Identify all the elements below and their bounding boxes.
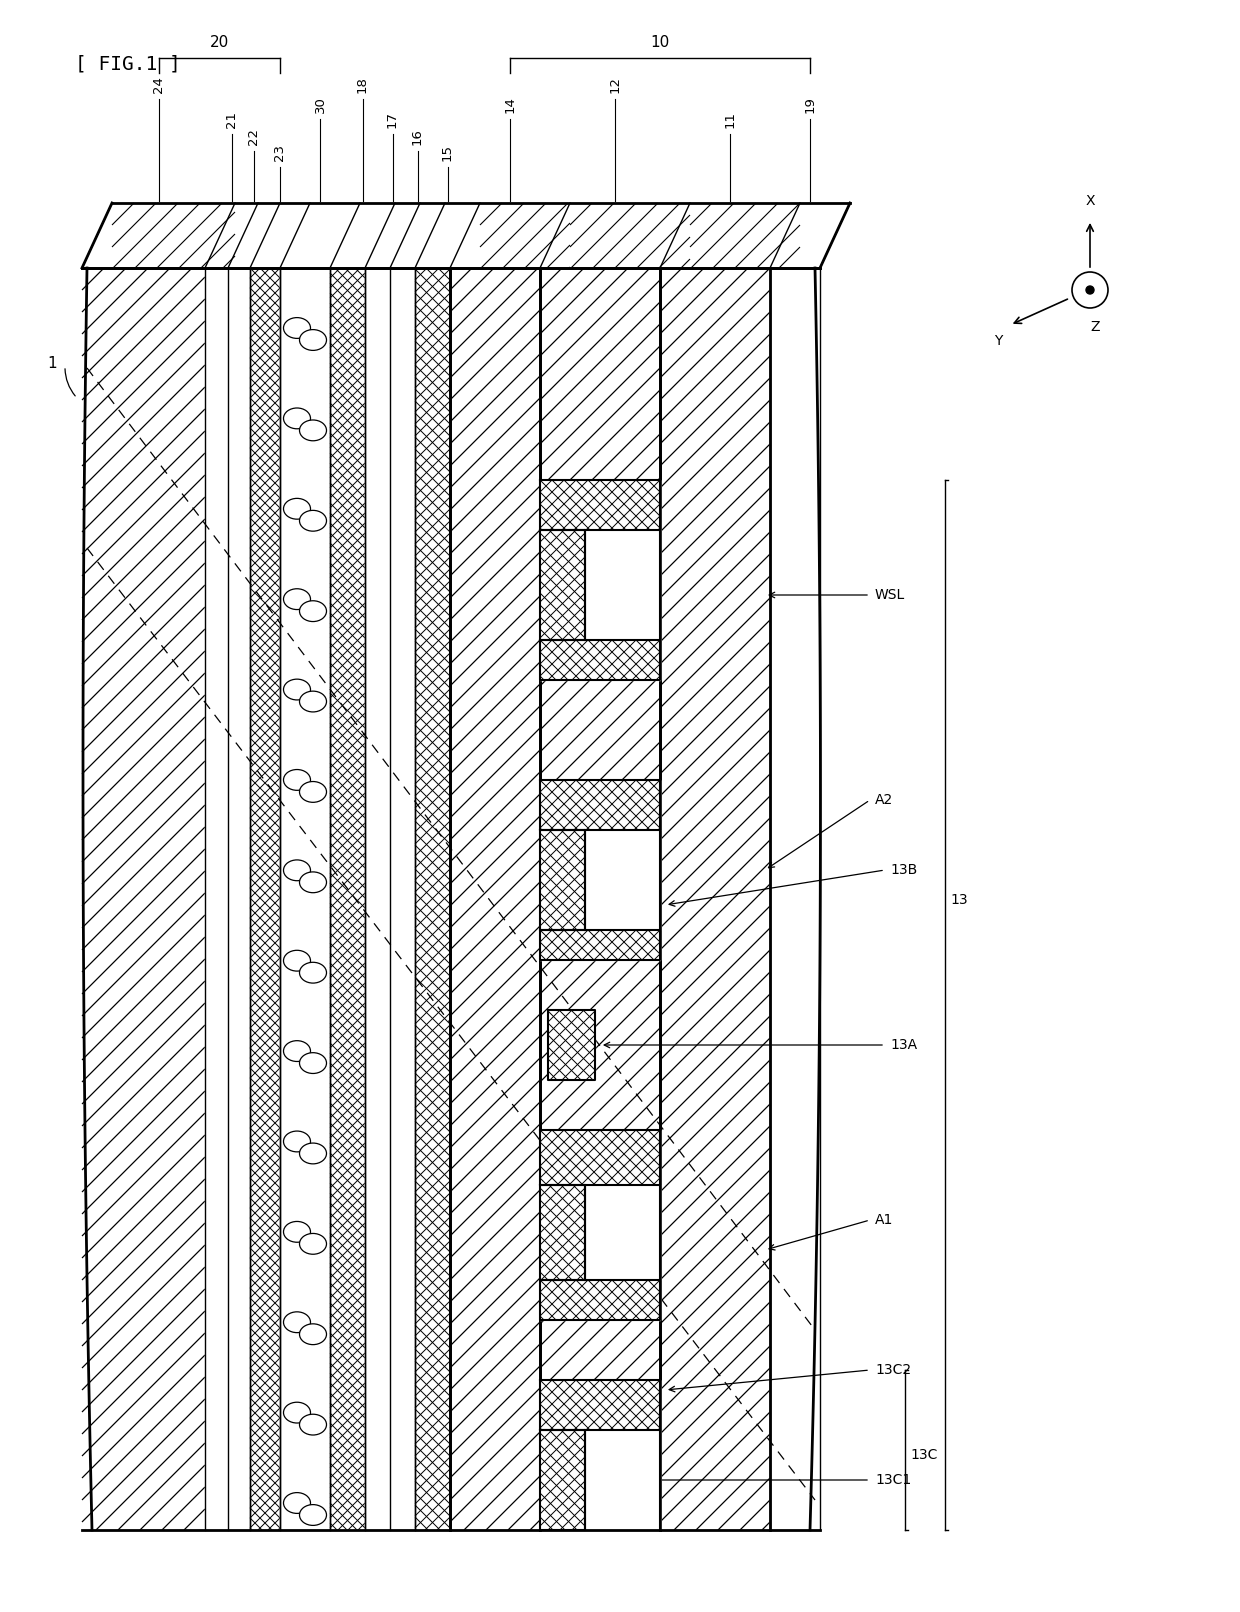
Polygon shape: [539, 1185, 585, 1280]
Text: 11: 11: [723, 111, 737, 127]
Polygon shape: [82, 203, 849, 268]
Ellipse shape: [300, 692, 326, 713]
Polygon shape: [415, 268, 450, 1530]
Ellipse shape: [284, 318, 310, 339]
Ellipse shape: [284, 1312, 310, 1333]
Text: 17: 17: [386, 111, 399, 127]
Circle shape: [1086, 285, 1094, 293]
Text: 13C2: 13C2: [875, 1364, 911, 1377]
Ellipse shape: [284, 1041, 310, 1061]
Ellipse shape: [300, 1323, 326, 1344]
Text: 13A: 13A: [890, 1038, 918, 1053]
Ellipse shape: [300, 601, 326, 622]
Text: 13C1: 13C1: [875, 1473, 911, 1486]
Text: 13: 13: [950, 893, 967, 908]
Polygon shape: [82, 268, 205, 1530]
Polygon shape: [539, 830, 585, 930]
Polygon shape: [585, 1185, 660, 1280]
Text: 20: 20: [210, 35, 229, 50]
Ellipse shape: [284, 1493, 310, 1514]
Text: 30: 30: [314, 97, 326, 113]
Text: 19: 19: [804, 97, 816, 113]
Polygon shape: [539, 530, 585, 640]
Text: Z: Z: [1090, 321, 1100, 334]
Polygon shape: [539, 1430, 585, 1530]
Ellipse shape: [284, 1222, 310, 1243]
Ellipse shape: [300, 872, 326, 893]
Polygon shape: [250, 268, 280, 1530]
Polygon shape: [585, 1430, 660, 1530]
Polygon shape: [205, 268, 228, 1530]
Ellipse shape: [284, 588, 310, 609]
Ellipse shape: [300, 1233, 326, 1254]
Ellipse shape: [300, 962, 326, 983]
Ellipse shape: [284, 679, 310, 700]
Text: 15: 15: [441, 143, 454, 161]
Polygon shape: [450, 268, 539, 1530]
Polygon shape: [539, 268, 660, 1530]
Ellipse shape: [300, 511, 326, 532]
Polygon shape: [82, 268, 820, 1530]
Ellipse shape: [284, 859, 310, 880]
Polygon shape: [330, 268, 365, 1530]
Ellipse shape: [300, 782, 326, 803]
Text: 13B: 13B: [890, 862, 918, 877]
Text: 1: 1: [47, 356, 57, 371]
Polygon shape: [539, 1130, 660, 1185]
Text: 23: 23: [274, 143, 286, 161]
Text: X: X: [1085, 193, 1095, 208]
Text: 14: 14: [503, 97, 517, 113]
Polygon shape: [585, 530, 660, 640]
Ellipse shape: [284, 408, 310, 429]
Ellipse shape: [300, 421, 326, 440]
Polygon shape: [539, 930, 660, 961]
Text: WSL: WSL: [875, 588, 905, 601]
Polygon shape: [391, 268, 415, 1530]
Text: 16: 16: [410, 127, 424, 145]
Polygon shape: [365, 268, 391, 1530]
Ellipse shape: [300, 1414, 326, 1435]
Polygon shape: [770, 268, 820, 1530]
Text: A2: A2: [875, 793, 893, 808]
Text: 18: 18: [356, 76, 370, 93]
Polygon shape: [585, 830, 660, 930]
Text: 10: 10: [650, 35, 670, 50]
Ellipse shape: [300, 1053, 326, 1074]
Ellipse shape: [300, 329, 326, 350]
Polygon shape: [280, 268, 330, 1530]
Ellipse shape: [284, 951, 310, 970]
Text: 21: 21: [224, 111, 238, 127]
Ellipse shape: [284, 1402, 310, 1423]
Text: 24: 24: [153, 76, 165, 93]
Ellipse shape: [300, 1143, 326, 1164]
Ellipse shape: [284, 1132, 310, 1153]
Text: A1: A1: [875, 1212, 893, 1227]
Polygon shape: [228, 268, 250, 1530]
Polygon shape: [539, 1380, 660, 1430]
Text: [ FIG.1 ]: [ FIG.1 ]: [74, 55, 181, 74]
Polygon shape: [539, 1280, 660, 1320]
Ellipse shape: [300, 1504, 326, 1525]
Polygon shape: [539, 640, 660, 680]
Polygon shape: [548, 1011, 595, 1080]
Text: 13C: 13C: [910, 1448, 937, 1462]
Ellipse shape: [284, 498, 310, 519]
Text: 12: 12: [609, 76, 621, 93]
Ellipse shape: [284, 769, 310, 790]
Text: 22: 22: [248, 127, 260, 145]
Polygon shape: [660, 268, 770, 1530]
Polygon shape: [539, 780, 660, 830]
Polygon shape: [539, 480, 660, 530]
Text: Y: Y: [993, 334, 1002, 348]
